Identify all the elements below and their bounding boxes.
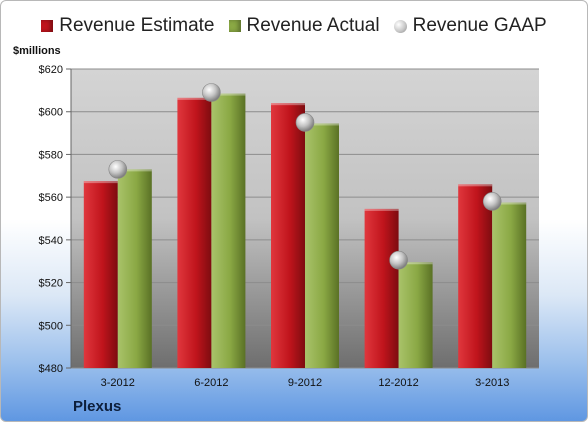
revenue-estimate-bar-highlight (177, 97, 212, 100)
revenue-estimate-bar (271, 103, 305, 369)
legend-swatch-revenue-gaap (393, 19, 407, 33)
chart-legend: Revenue Estimate Revenue Actual Revenue … (1, 15, 587, 37)
y-tick-label: $560 (39, 192, 63, 204)
revenue-actual-bar-highlight (398, 262, 433, 265)
revenue-actual-bar-highlight (211, 93, 246, 96)
y-tick-label: $480 (39, 363, 63, 375)
x-tick-label: 3-2013 (475, 377, 509, 389)
x-tick-label: 12-2012 (378, 377, 418, 389)
legend-swatch-revenue-actual (228, 20, 241, 32)
x-tick-label: 9-2012 (288, 377, 322, 389)
y-tick-label: $600 (39, 107, 63, 119)
revenue-estimate-bar-highlight (458, 184, 493, 187)
revenue-gaap-marker (295, 113, 315, 132)
revenue-estimate-bar (83, 181, 118, 368)
revenue-estimate-bar-highlight (83, 181, 118, 184)
axis-ticks: $480 $500 $520 $540 $560 $580 $600 $620 3-2012 6-… (39, 64, 510, 389)
legend-label-revenue-gaap: Revenue GAAP (412, 15, 547, 36)
legend-swatch-revenue-estimate (41, 20, 54, 32)
legend-item-revenue-gaap: Revenue GAAP (393, 15, 547, 37)
y-tick-label: $500 (39, 320, 63, 332)
legend-item-revenue-actual: Revenue Actual (228, 15, 380, 37)
revenue-actual-bar-highlight (492, 202, 527, 205)
x-tick-label: 3-2012 (101, 377, 135, 389)
revenue-actual-bar (117, 169, 152, 368)
legend-label-revenue-estimate: Revenue Estimate (59, 15, 215, 36)
revenue-gaap-marker (202, 83, 221, 102)
bars (83, 93, 527, 369)
revenue-gaap-marker (482, 192, 502, 211)
revenue-actual-bar-highlight (305, 123, 339, 126)
revenue-estimate-bar-highlight (271, 103, 305, 106)
revenue-estimate-bar-highlight (364, 208, 399, 211)
revenue-gaap-marker (389, 250, 408, 270)
revenue-estimate-bar (458, 184, 493, 368)
revenue-estimate-bar (364, 208, 399, 368)
revenue-actual-bar (211, 93, 246, 368)
company-name: Plexus (73, 398, 122, 415)
revenue-gaap-marker (108, 160, 128, 179)
y-tick-label: $520 (39, 278, 63, 290)
y-tick-label: $580 (39, 149, 63, 161)
revenue-actual-bar (305, 123, 339, 368)
y-tick-label: $620 (39, 64, 63, 76)
y-axis-unit-label: $millions (13, 45, 61, 57)
revenue-actual-bar (492, 202, 527, 368)
revenue-estimate-bar (177, 97, 212, 368)
y-tick-label: $540 (39, 235, 63, 247)
revenue-actual-bar (398, 262, 433, 368)
gaap-markers (108, 83, 502, 270)
legend-item-revenue-estimate: Revenue Estimate (41, 15, 215, 37)
legend-label-revenue-actual: Revenue Actual (246, 15, 380, 36)
revenue-actual-bar-highlight (117, 169, 152, 172)
x-tick-label: 6-2012 (194, 377, 228, 389)
